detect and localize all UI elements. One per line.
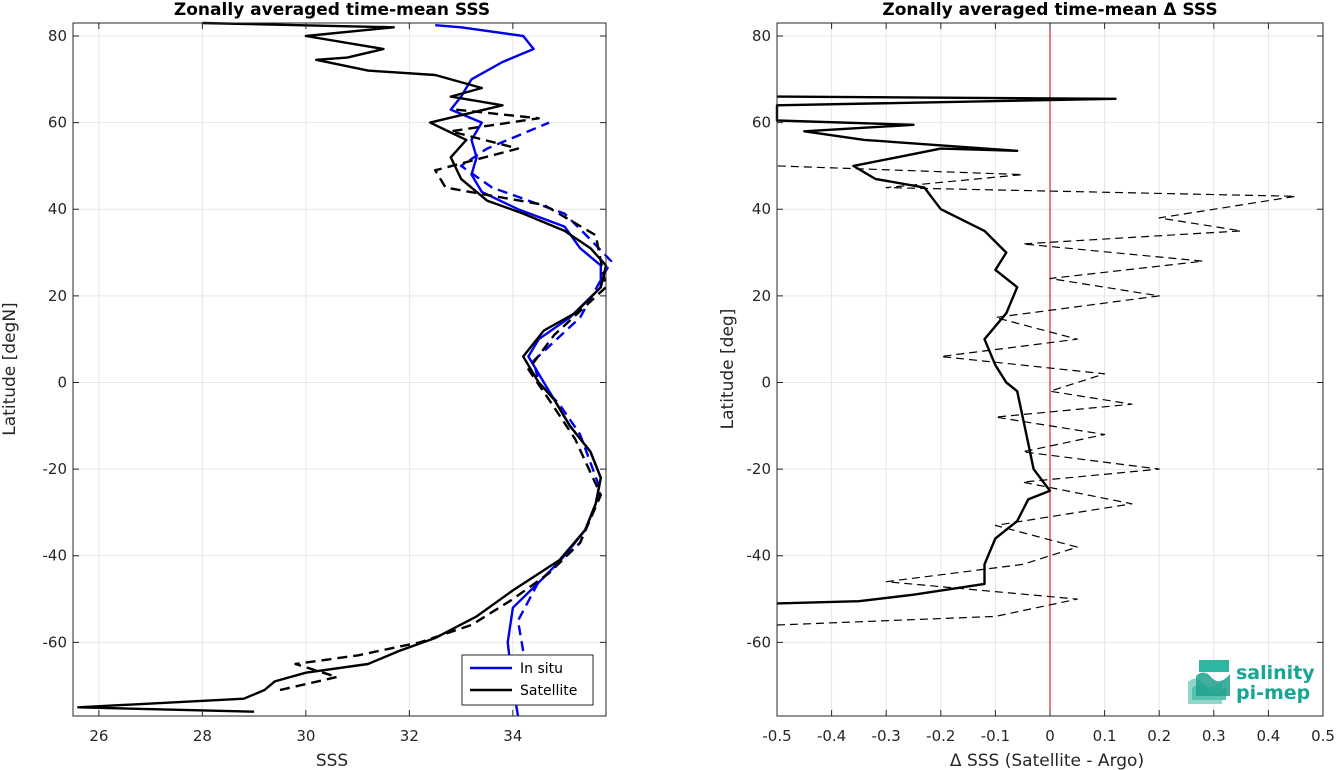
right-y-tick-label-4: 20 bbox=[752, 287, 771, 305]
right-x-tick-label-5: 0 bbox=[1045, 727, 1055, 745]
right-x-tick-label-1: -0.4 bbox=[817, 727, 846, 745]
left-y-tick-label-0: -60 bbox=[43, 633, 68, 651]
wave-logo-icon bbox=[1188, 660, 1230, 704]
left-y-tick-label-4: 20 bbox=[48, 287, 67, 305]
right-y-tick-label-7: 80 bbox=[752, 27, 771, 45]
left-y-tick-label-6: 60 bbox=[48, 114, 67, 132]
salinity-pi-mep-logo: salinity pi-mep bbox=[1188, 660, 1315, 704]
right-y-tick-label-6: 60 bbox=[752, 114, 771, 132]
right-x-tick-label-7: 0.2 bbox=[1147, 727, 1171, 745]
right-x-tick-label-2: -0.3 bbox=[872, 727, 901, 745]
left-x-tick-label-2: 30 bbox=[296, 727, 315, 745]
left-axes-frame bbox=[72, 22, 607, 717]
right-y-tick-label-1: -40 bbox=[747, 547, 772, 565]
right-x-tick-label-9: 0.4 bbox=[1256, 727, 1280, 745]
right-chart-title: Zonally averaged time-mean Δ SSS bbox=[882, 0, 1217, 20]
right-y-axis-label: Latitude [deg] bbox=[718, 309, 738, 430]
legend-entry-in-situ: In situ bbox=[520, 661, 563, 677]
right-x-tick-label-10: 0.5 bbox=[1311, 727, 1335, 745]
left-series-satellite bbox=[77, 21, 608, 713]
left-ticks: 26 28 30 32 34 -60 -40 -20 0 20 40 60 80 bbox=[43, 23, 606, 745]
logo-line-2: pi-mep bbox=[1236, 682, 1310, 704]
left-series-satellite-dashed bbox=[279, 108, 608, 692]
left-x-tick-label-4: 34 bbox=[503, 727, 522, 745]
right-x-tick-label-4: -0.1 bbox=[981, 727, 1010, 745]
right-y-tick-label-5: 40 bbox=[752, 200, 771, 218]
right-x-tick-label-0: -0.5 bbox=[762, 727, 791, 745]
right-series-group bbox=[775, 95, 1297, 626]
left-chart-title: Zonally averaged time-mean SSS bbox=[174, 0, 490, 20]
right-series--sss-dashed bbox=[776, 165, 1297, 626]
right-x-tick-label-6: 0.1 bbox=[1093, 727, 1117, 745]
left-y-tick-label-1: -40 bbox=[43, 547, 68, 565]
left-y-tick-label-7: 80 bbox=[48, 27, 67, 45]
right-x-tick-label-8: 0.3 bbox=[1202, 727, 1226, 745]
right-ticks: -0.5 -0.4 -0.3 -0.2 -0.1 0 0.1 0.2 0.3 0.4 0.5 -60 -… bbox=[747, 23, 1335, 745]
right-chart-panel: Zonally averaged time-mean Δ SSS -0.5 -0.… bbox=[718, 0, 1335, 770]
left-series-group bbox=[77, 21, 613, 717]
left-chart-panel: Zonally averaged time-mean SSS 26 28 30 32 3… bbox=[0, 0, 613, 770]
logo-line-1: salinity bbox=[1236, 662, 1315, 684]
right-y-tick-label-0: -60 bbox=[747, 633, 772, 651]
left-y-tick-label-3: 0 bbox=[57, 373, 67, 391]
legend-box bbox=[461, 654, 594, 706]
right-y-tick-label-3: 0 bbox=[761, 373, 771, 391]
left-y-tick-label-5: 40 bbox=[48, 200, 67, 218]
left-x-tick-label-0: 26 bbox=[89, 727, 108, 745]
left-y-tick-label-2: -20 bbox=[43, 460, 68, 478]
left-x-axis-label: SSS bbox=[316, 751, 348, 770]
right-series-mean-sss bbox=[775, 95, 1117, 605]
right-y-tick-label-2: -20 bbox=[747, 460, 772, 478]
left-x-tick-label-3: 32 bbox=[400, 727, 419, 745]
right-x-tick-label-3: -0.2 bbox=[926, 727, 955, 745]
legend-entry-satellite: Satellite bbox=[520, 683, 577, 699]
left-y-axis-label: Latitude [degN] bbox=[0, 302, 20, 435]
legend: In situ Satellite bbox=[461, 654, 594, 706]
left-x-tick-label-1: 28 bbox=[193, 727, 212, 745]
right-x-axis-label: Δ SSS (Satellite - Argo) bbox=[950, 751, 1144, 770]
left-plot-area bbox=[73, 23, 606, 716]
